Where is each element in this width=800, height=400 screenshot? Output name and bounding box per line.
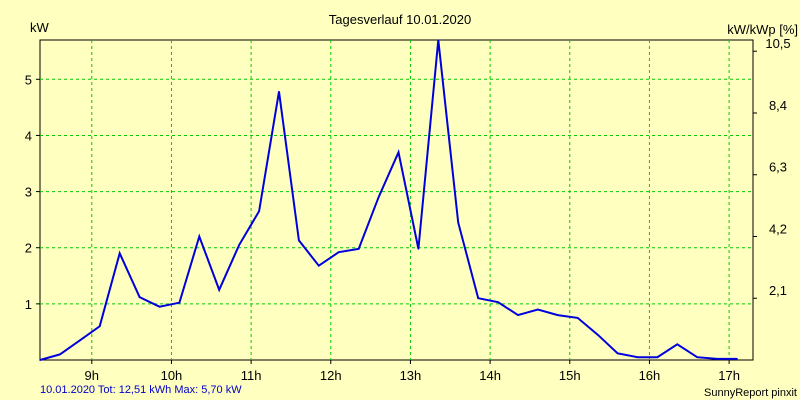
left-axis-unit: kW [30,20,50,35]
data-point [178,301,181,304]
y-tick-label: 2 [25,241,32,256]
data-point [517,314,519,316]
data-point [278,90,280,93]
left-axis: 1 2 3 4 5 [25,72,40,312]
data-point [79,339,81,342]
data-point [557,314,559,316]
data-point [238,244,240,246]
data-point [218,289,221,291]
data-point [537,308,539,311]
x-tick-label: 15h [559,368,581,383]
y2-tick-label: 4,2 [769,221,787,236]
x-tick-label: 9h [85,368,99,383]
data-point [696,356,699,358]
y2-tick-label: 8,4 [769,98,787,113]
data-point [397,151,400,154]
data-point [616,352,619,355]
footer-credit: SunnyReport pinxit [704,387,797,399]
y2-tick-label: 6,3 [769,160,787,175]
data-point [357,248,360,250]
data-point [118,252,121,255]
data-point [736,358,738,360]
chart-title: Tagesverlauf 10.01.2020 [329,12,471,27]
data-point [298,239,300,242]
data-point [656,356,659,358]
y2-tick-label: 2,1 [769,283,787,298]
x-tick-label: 11h [241,368,262,383]
data-point [377,196,380,198]
data-point [576,317,579,319]
x-tick-label: 17h [718,368,740,383]
y2-tick-label: 10,5 [765,36,790,51]
y-tick-label: 1 [25,297,32,312]
right-axis-unit: kW/kWp [%] [727,22,798,37]
data-point [636,356,639,358]
y-tick-label: 5 [25,72,32,87]
data-point [417,248,420,250]
x-tick-label: 16h [639,368,661,383]
data-point [318,264,320,267]
data-point [596,333,599,336]
series-layer [39,39,738,361]
data-point [258,210,260,213]
data-point [138,296,141,298]
x-tick-label: 10h [161,368,183,383]
x-axis: 9h 10h 11h 12h 13h 14h 15h 16h 17h [85,360,740,383]
data-point [676,343,679,346]
power-series-line [39,39,738,361]
x-tick-label: 14h [479,368,501,383]
data-point [337,251,340,254]
data-point [39,359,41,361]
data-point [158,305,161,308]
right-axis: 2,1 4,2 6,3 8,4 10,5 [753,36,791,299]
data-point [477,297,479,300]
gridlines [40,40,753,360]
data-point [59,353,61,356]
plot-area [39,39,754,361]
footer-summary: 10.01.2020 Tot: 12,51 kWh Max: 5,70 kW [40,384,242,396]
data-point [497,301,499,303]
y-tick-label: 3 [25,185,32,200]
data-point [457,221,460,224]
data-point [437,39,440,41]
x-tick-label: 12h [320,368,342,383]
data-point [98,325,101,328]
y-tick-label: 4 [25,128,32,143]
data-point [716,358,718,360]
data-point [198,235,201,238]
x-tick-label: 13h [400,368,422,383]
